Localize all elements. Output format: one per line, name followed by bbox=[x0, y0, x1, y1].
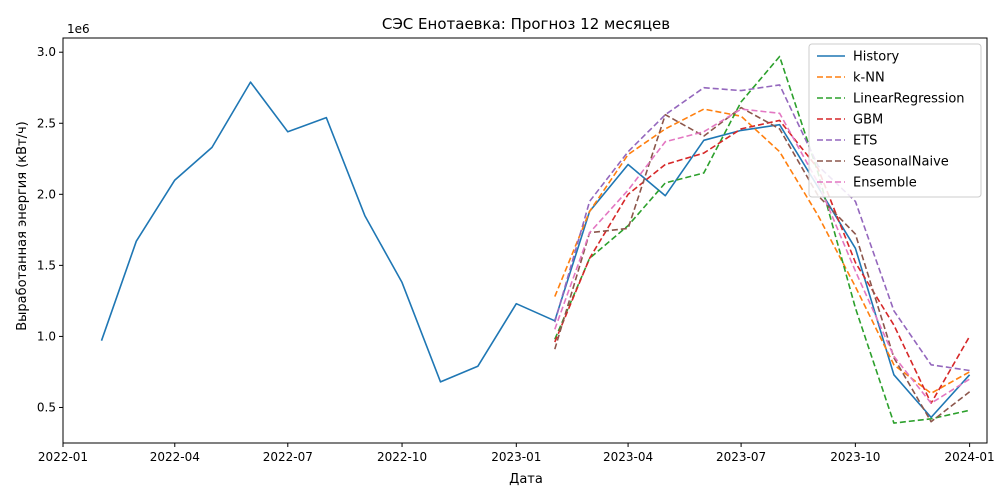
legend-entry: Ensemble bbox=[853, 176, 917, 191]
series-line-seasonalnaive bbox=[554, 106, 971, 423]
y-tick-label: 2.0 bbox=[37, 187, 56, 201]
y-offset-label: 1e6 bbox=[67, 22, 90, 36]
legend-entry: GBM bbox=[853, 113, 883, 128]
legend-entry: ETS bbox=[853, 134, 877, 149]
x-tick-label: 2023-01 bbox=[491, 450, 541, 464]
x-tick-label: 2022-10 bbox=[377, 450, 427, 464]
series-line-ets bbox=[554, 84, 970, 372]
series-line-ensemble bbox=[554, 108, 971, 405]
x-tick-label: 2022-04 bbox=[150, 450, 200, 464]
x-tick-label: 2022-07 bbox=[263, 450, 313, 464]
y-tick-label: 0.5 bbox=[37, 400, 56, 414]
y-tick-label: 3.0 bbox=[37, 45, 56, 59]
y-axis: 0.5 1.0 1.5 2.0 2.5 3.0 bbox=[37, 45, 63, 414]
chart-title: СЭС Енотаевка: Прогноз 12 месяцев bbox=[382, 15, 670, 33]
series-line-gbm bbox=[554, 119, 971, 405]
legend-entry: LinearRegression bbox=[853, 92, 965, 107]
legend: History k-NN LinearRegression GBM ETS Seasona… bbox=[808, 43, 982, 198]
legend-entry: k-NN bbox=[853, 71, 885, 86]
legend-box bbox=[808, 43, 982, 198]
legend-entry: History bbox=[853, 50, 900, 65]
x-axis-label: Дата bbox=[509, 472, 543, 487]
legend-entry: SeasonalNaive bbox=[853, 155, 949, 170]
x-tick-label: 2023-07 bbox=[716, 450, 766, 464]
x-tick-label: 2022-01 bbox=[38, 450, 88, 464]
x-tick-label: 2023-10 bbox=[830, 450, 880, 464]
plot-frame bbox=[62, 37, 988, 444]
y-tick-label: 1.5 bbox=[37, 258, 56, 272]
x-tick-label: 2023-04 bbox=[603, 450, 653, 464]
y-tick-label: 1.0 bbox=[37, 329, 56, 343]
x-axis: 2022-01 2022-04 2022-07 2022-10 2023-01 2023-… bbox=[38, 443, 995, 464]
y-axis-label: Выработанная энергия (кВт/ч) bbox=[15, 121, 30, 331]
x-tick-label: 2024-01 bbox=[945, 450, 995, 464]
y-tick-label: 2.5 bbox=[37, 116, 56, 130]
plot-area bbox=[62, 37, 988, 444]
series-line-linearregression bbox=[554, 55, 970, 424]
